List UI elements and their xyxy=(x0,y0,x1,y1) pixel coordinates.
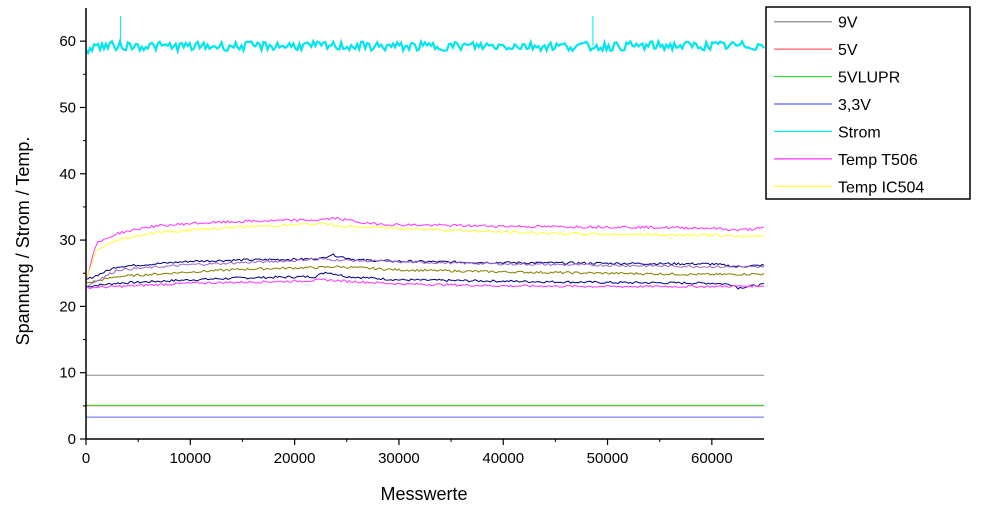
x-tick-label: 40000 xyxy=(482,450,524,467)
legend-box xyxy=(765,6,971,200)
trace-line-1 xyxy=(85,253,765,280)
legend: 9V 5V 5VLUPR 3,3V Strom Temp T506 Temp IC504 xyxy=(765,6,971,200)
y-tick-label: 10 xyxy=(59,365,76,382)
y-axis-title: Spannung / Strom / Temp. xyxy=(13,137,33,346)
x-tick-label: 10000 xyxy=(169,450,211,467)
legend-label-strom: Strom xyxy=(838,124,881,141)
x-tick-label: 30000 xyxy=(378,450,420,467)
plot-area xyxy=(85,15,765,418)
series-line-temp-t506 xyxy=(85,216,764,281)
series-line-temp-ic504 xyxy=(85,221,765,281)
y-tick-label: 0 xyxy=(68,431,76,448)
legend-label-3-3v: 3,3V xyxy=(838,97,871,114)
trace-line-3 xyxy=(85,278,765,290)
trace-line-0 xyxy=(85,271,765,290)
y-tick-label: 20 xyxy=(59,298,76,315)
y-tick-label: 40 xyxy=(59,166,76,183)
series-line-strom xyxy=(85,37,765,56)
axes xyxy=(85,8,764,440)
x-tick-label: 50000 xyxy=(587,450,629,467)
y-tick-label: 60 xyxy=(59,33,76,50)
legend-label-5vlupr: 5VLUPR xyxy=(838,70,900,87)
trace-line-2 xyxy=(85,265,765,284)
y-tick-label: 30 xyxy=(59,232,76,249)
x-tick-label: 60000 xyxy=(691,450,733,467)
legend-label-9v: 9V xyxy=(838,15,858,32)
trace-line-4 xyxy=(85,257,765,287)
axis-ticks: 0 10 20 30 40 50 60 0 10000 20000 30000 40000 50000 6… xyxy=(59,33,732,467)
x-axis-title: Messwerte xyxy=(380,484,467,504)
legend-label-5v: 5V xyxy=(838,42,858,59)
legend-label-temp-t506: Temp T506 xyxy=(838,152,918,169)
x-tick-label: 0 xyxy=(82,450,90,467)
y-tick-label: 50 xyxy=(59,99,76,116)
x-tick-label: 20000 xyxy=(274,450,316,467)
legend-label-temp-ic504: Temp IC504 xyxy=(838,179,924,196)
